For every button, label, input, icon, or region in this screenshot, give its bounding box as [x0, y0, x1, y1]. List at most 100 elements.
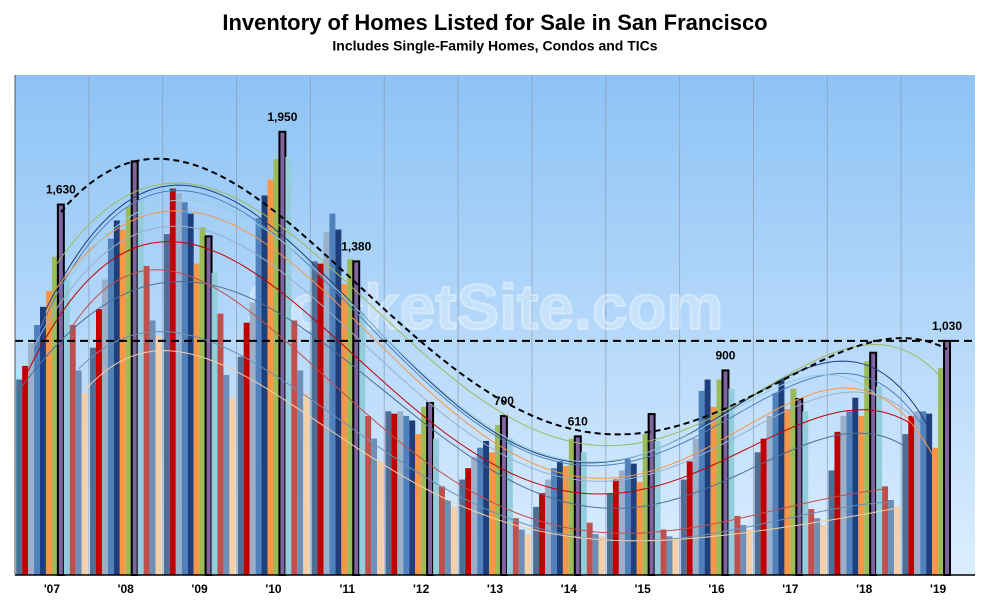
bar: [734, 515, 741, 575]
bar: [926, 413, 933, 575]
bar: [660, 529, 667, 575]
bar: [341, 284, 348, 575]
bar: [846, 411, 853, 575]
bar: [403, 415, 410, 575]
bar: [273, 159, 280, 575]
bar: [16, 379, 23, 575]
bar: [28, 343, 35, 575]
bar: [90, 347, 96, 575]
bar: [716, 379, 723, 575]
trend-line: [78, 331, 892, 542]
bar: [285, 156, 292, 575]
bar: [335, 229, 342, 575]
bar: [746, 529, 753, 575]
bar: [728, 388, 735, 575]
bar: [45, 290, 52, 575]
bar: [291, 320, 298, 575]
bar: [814, 518, 821, 575]
chart-title: Inventory of Homes Listed for Sale in Sa…: [222, 10, 767, 35]
bar: [778, 379, 785, 575]
x-tick-label: '08: [118, 582, 135, 596]
bar: [592, 534, 599, 575]
bar: [385, 411, 392, 575]
bar: [137, 200, 144, 575]
bar: [943, 339, 951, 576]
bar: [852, 397, 859, 575]
bar: [666, 536, 673, 575]
bar: [754, 452, 761, 575]
x-tick-label: '18: [856, 582, 873, 596]
x-tick-label: '12: [413, 582, 430, 596]
bar: [914, 411, 921, 575]
bar: [580, 452, 587, 575]
bar: [119, 229, 126, 575]
bar: [784, 409, 791, 575]
bar: [347, 259, 354, 575]
value-label: 1,630: [46, 183, 76, 197]
bar: [766, 415, 773, 575]
trend-line: [36, 189, 924, 467]
bar: [297, 370, 304, 575]
bar: [22, 365, 29, 575]
bar: [686, 461, 693, 575]
bar: [828, 470, 835, 575]
bar: [34, 325, 41, 575]
bar: [255, 218, 262, 575]
bar: [359, 313, 366, 575]
chart-subtitle: Includes Single-Family Homes, Condos and…: [332, 38, 657, 54]
value-label: 900: [715, 349, 735, 363]
x-tick-label: '07: [44, 582, 61, 596]
bar: [654, 440, 661, 575]
bar: [598, 536, 605, 575]
bar: [692, 438, 699, 575]
bar: [550, 468, 557, 575]
x-tick-label: '19: [930, 582, 947, 596]
bar: [902, 434, 909, 575]
bar: [539, 493, 546, 575]
bar: [81, 393, 88, 575]
bar: [415, 434, 422, 575]
bar: [704, 379, 711, 575]
bar: [107, 238, 114, 576]
bar: [894, 506, 900, 575]
bar: [512, 518, 519, 575]
bar: [217, 313, 224, 575]
bar: [169, 188, 176, 576]
trend-line: [60, 157, 948, 436]
x-tick-label: '14: [561, 582, 578, 596]
bar: [433, 438, 440, 575]
bar: [40, 306, 46, 575]
bar: [518, 529, 525, 575]
bar: [864, 361, 871, 575]
x-tick-label: '15: [635, 582, 652, 596]
bar: [710, 406, 717, 575]
x-tick-label: '17: [782, 582, 799, 596]
bar: [155, 336, 162, 575]
trend-line: [66, 199, 880, 463]
bar: [471, 456, 478, 575]
trend-line: [42, 184, 930, 464]
value-label: 1,030: [932, 319, 962, 333]
x-tick-label: '11: [340, 582, 356, 596]
bar: [409, 420, 416, 575]
trend-line: [18, 280, 906, 509]
trend-line: [30, 225, 918, 482]
bar: [612, 479, 619, 575]
bar: [834, 431, 841, 575]
bar: [672, 538, 679, 575]
x-tick-label: '16: [708, 582, 725, 596]
bar: [421, 406, 428, 575]
bar: [75, 370, 82, 575]
bar: [181, 202, 188, 576]
bar: [740, 525, 747, 575]
value-label: 700: [494, 394, 514, 408]
bar: [556, 461, 563, 575]
bar: [237, 356, 244, 575]
bar: [439, 486, 445, 575]
bar: [938, 368, 945, 575]
bar: [317, 263, 324, 575]
bar: [624, 459, 631, 575]
bar: [391, 413, 398, 575]
bar: [489, 452, 495, 575]
